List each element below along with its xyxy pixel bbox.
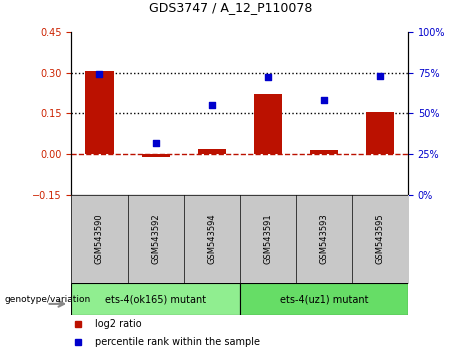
- Text: GSM543594: GSM543594: [207, 213, 216, 264]
- Bar: [310, 150, 338, 154]
- Text: ets-4(ok165) mutant: ets-4(ok165) mutant: [105, 294, 206, 304]
- Bar: [85, 71, 113, 154]
- Bar: [254, 94, 282, 154]
- Bar: [240, 283, 408, 315]
- Text: GSM543590: GSM543590: [95, 213, 104, 264]
- Point: [320, 97, 327, 103]
- Text: GDS3747 / A_12_P110078: GDS3747 / A_12_P110078: [149, 1, 312, 13]
- Bar: [71, 283, 240, 315]
- Text: genotype/variation: genotype/variation: [5, 295, 91, 304]
- Text: ets-4(uz1) mutant: ets-4(uz1) mutant: [280, 294, 368, 304]
- Text: GSM543591: GSM543591: [263, 213, 272, 264]
- Text: GSM543593: GSM543593: [319, 213, 328, 264]
- Bar: [366, 112, 394, 154]
- Point: [376, 73, 384, 79]
- Bar: [198, 149, 226, 154]
- Text: GSM543592: GSM543592: [151, 213, 160, 264]
- Text: percentile rank within the sample: percentile rank within the sample: [95, 337, 260, 347]
- Point: [208, 102, 215, 108]
- Text: log2 ratio: log2 ratio: [95, 319, 142, 329]
- Point: [152, 140, 160, 145]
- Point: [264, 75, 272, 80]
- Text: GSM543595: GSM543595: [375, 213, 384, 264]
- Bar: [142, 154, 170, 157]
- Point: [96, 72, 103, 77]
